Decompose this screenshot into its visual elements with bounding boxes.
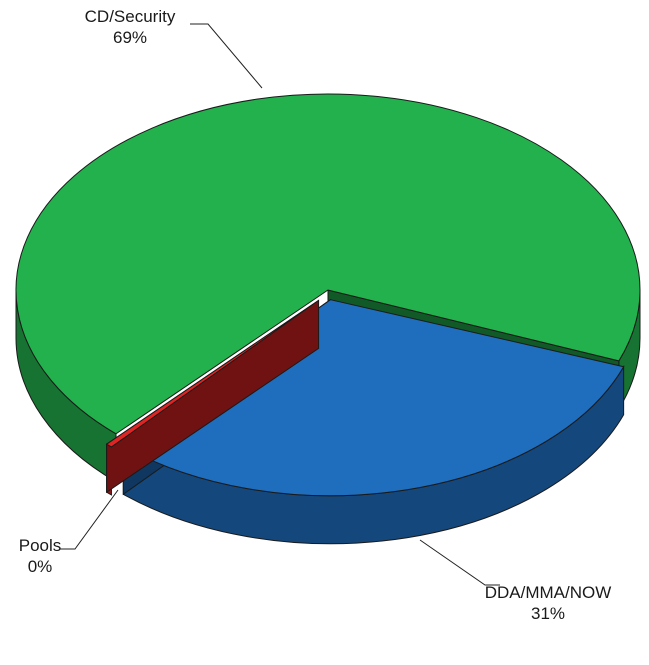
slice-value-label: 69% <box>113 28 147 47</box>
slice-label: CD/Security <box>85 7 176 26</box>
leader-line <box>190 23 263 89</box>
slice-label: DDA/MMA/NOW <box>485 583 612 602</box>
slice <box>122 299 625 497</box>
slice <box>15 93 641 435</box>
leader-line <box>419 539 500 586</box>
slice-label: Pools <box>19 536 62 555</box>
slice-value-label: 31% <box>531 604 565 623</box>
leader-line <box>60 489 119 550</box>
slice-value-label: 0% <box>28 557 53 576</box>
slice <box>105 299 319 448</box>
